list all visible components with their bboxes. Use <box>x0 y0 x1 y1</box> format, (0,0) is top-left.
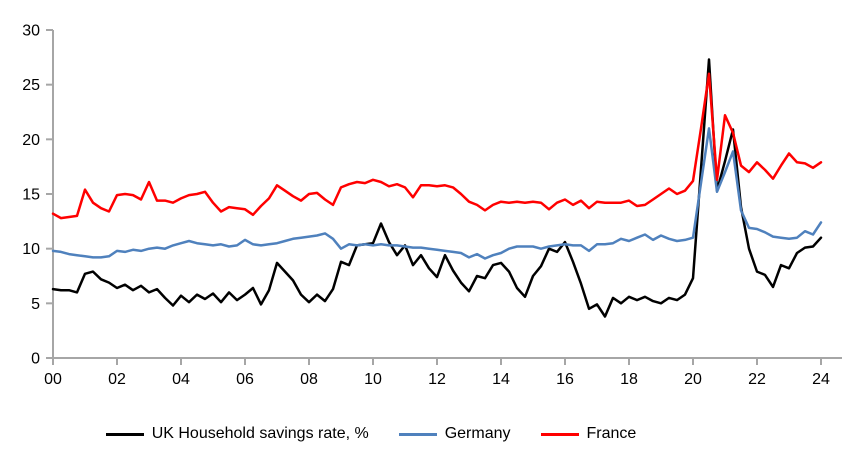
y-tick-label: 0 <box>31 351 40 368</box>
y-tick-label: 25 <box>22 77 40 94</box>
legend-label-france: France <box>586 425 637 442</box>
france-line-swatch <box>540 432 579 436</box>
legend-label-germany: Germany <box>444 425 511 442</box>
germany-line-swatch <box>398 432 437 436</box>
legend-item-france: France <box>540 425 637 442</box>
x-tick-label: 18 <box>620 371 638 388</box>
x-tick-label: 06 <box>236 371 254 388</box>
y-tick-label: 15 <box>22 187 40 204</box>
legend-label-uk: UK Household savings rate, % <box>151 425 369 442</box>
uk-line-swatch <box>105 432 144 436</box>
x-tick-label: 16 <box>556 371 574 388</box>
chart-legend: UK Household savings rate, % Germany Fra… <box>0 426 797 442</box>
x-tick-label: 22 <box>748 371 766 388</box>
y-tick-label: 10 <box>22 241 40 258</box>
y-tick-label: 5 <box>31 296 40 313</box>
x-tick-label: 04 <box>172 371 190 388</box>
series-line-0 <box>51 58 823 318</box>
x-tick-label: 08 <box>300 371 318 388</box>
x-tick-label: 24 <box>812 371 830 388</box>
x-tick-label: 20 <box>684 371 702 388</box>
chart-svg: 0 5 10 15 20 25 30 00 02 04 06 08 10 12 14 16 18 20 22 24 <box>22 23 842 388</box>
x-tick-label: 10 <box>364 371 382 388</box>
legend-item-germany: Germany <box>398 425 511 442</box>
x-tick-label: 02 <box>108 371 126 388</box>
y-tick-label: 20 <box>22 132 40 149</box>
series-line-2 <box>51 72 823 220</box>
series-line-1 <box>51 127 823 260</box>
x-tick-label: 00 <box>44 371 62 388</box>
legend-item-uk: UK Household savings rate, % <box>105 425 369 442</box>
y-tick-label: 30 <box>22 23 40 40</box>
x-tick-label: 14 <box>492 371 510 388</box>
x-tick-label: 12 <box>428 371 446 388</box>
